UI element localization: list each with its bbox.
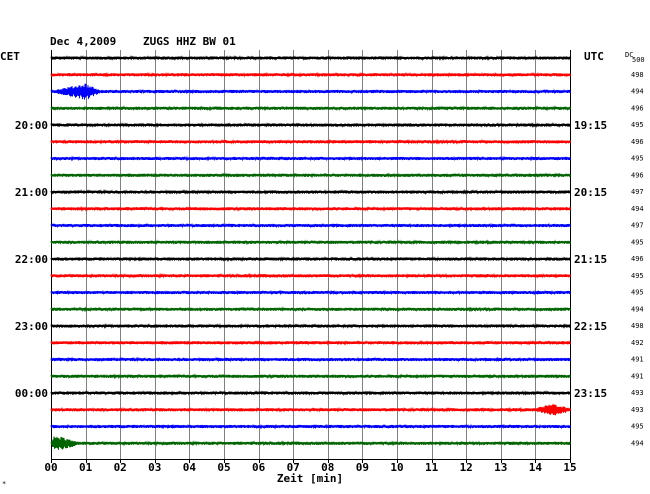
- left-hour-label: 20:00: [15, 119, 48, 132]
- trace-row-19: [50, 373, 571, 380]
- dc-offset-label: 495: [631, 272, 644, 280]
- dc-offset-label: 493: [631, 406, 644, 414]
- dc-offset-label: 492: [631, 339, 644, 347]
- x-tick-label: 15: [563, 461, 576, 474]
- trace-row-5: [50, 138, 571, 145]
- x-tick-label: 05: [217, 461, 230, 474]
- x-tick-label: 04: [183, 461, 197, 474]
- right-hour-label: 22:15: [574, 320, 607, 333]
- trace-row-11: [50, 239, 571, 246]
- left-hour-label: 21:00: [15, 186, 48, 199]
- dc-label-bottom: 500: [632, 56, 645, 64]
- x-tick-label: 07: [287, 461, 300, 474]
- right-timezone-label: UTC: [584, 50, 604, 63]
- trace-row-21: [50, 403, 571, 416]
- trace-row-2: [50, 83, 571, 100]
- trace-row-7: [50, 172, 571, 179]
- dc-label-top: DC: [625, 51, 633, 59]
- x-tick-labels: 00 01 02 03 04 05 06 07 08 09 10 11 12 13 14 15: [44, 461, 576, 474]
- left-hour-label: 22:00: [15, 253, 48, 266]
- right-hour-labels: 19:15 20:15 21:15 22:15 23:15: [574, 119, 607, 400]
- x-tick-label: 02: [114, 461, 127, 474]
- header-date: Dec 4,2009: [50, 35, 116, 48]
- dc-offset-label: 493: [631, 389, 644, 397]
- trace-row-13: [50, 272, 571, 279]
- trace-row-22: [50, 423, 571, 430]
- trace-row-6: [50, 155, 571, 162]
- dc-offset-label: 495: [631, 121, 644, 129]
- dc-offset-labels: 498 494 496 495 496 495 496 497 494 497 495 496 495 4…: [631, 71, 644, 448]
- dc-offset-label: 494: [631, 305, 644, 313]
- dc-offset-label: 491: [631, 356, 644, 364]
- left-timezone-label: CET: [0, 50, 20, 63]
- dc-offset-label: 495: [631, 289, 644, 297]
- left-hour-label: 23:00: [15, 320, 48, 333]
- right-hour-label: 23:15: [574, 387, 607, 400]
- x-tick-label: 14: [529, 461, 543, 474]
- x-tick-label: 09: [356, 461, 369, 474]
- trace-row-14: [50, 289, 571, 296]
- x-tick-label: 03: [148, 461, 161, 474]
- x-tick-label: 06: [252, 461, 266, 474]
- trace-row-9: [50, 205, 571, 212]
- dc-offset-label: 496: [631, 138, 644, 146]
- trace-row-18: [50, 356, 571, 363]
- header-station: ZUGS HHZ BW 01: [143, 35, 236, 48]
- right-hour-label: 19:15: [574, 119, 607, 132]
- x-tick-label: 10: [390, 461, 403, 474]
- trace-row-10: [50, 222, 571, 229]
- x-tick-label: 12: [460, 461, 473, 474]
- x-axis-label: Zeit [min]: [277, 472, 343, 485]
- left-hour-label: 00:00: [15, 387, 48, 400]
- right-hour-label: 20:15: [574, 186, 607, 199]
- dc-offset-label: 498: [631, 322, 644, 330]
- trace-row-20: [50, 389, 571, 397]
- dc-offset-label: 494: [631, 439, 644, 447]
- dc-offset-label: 496: [631, 104, 644, 112]
- trace-row-1: [50, 71, 571, 78]
- dc-offset-label: 495: [631, 238, 644, 246]
- dc-offset-label: 496: [631, 255, 644, 263]
- trace-row-12: [50, 255, 571, 263]
- dc-offset-label: 497: [631, 222, 644, 230]
- trace-row-0: [50, 54, 571, 61]
- x-tick-label: 13: [494, 461, 507, 474]
- trace-row-8: [50, 188, 571, 195]
- dc-offset-label: 495: [631, 155, 644, 163]
- x-tick-label: 01: [79, 461, 93, 474]
- traces: [50, 54, 571, 450]
- dc-offset-label: 497: [631, 188, 644, 196]
- x-tick-label: 08: [321, 461, 334, 474]
- trace-row-16: [50, 322, 571, 329]
- x-tick-label: 00: [44, 461, 57, 474]
- corner-mark: *: [2, 480, 6, 488]
- dc-offset-label: 498: [631, 71, 644, 79]
- trace-row-4: [50, 121, 571, 128]
- trace-row-17: [50, 339, 571, 346]
- dc-offset-label: 494: [631, 88, 644, 96]
- dc-offset-label: 495: [631, 423, 644, 431]
- trace-row-3: [50, 105, 571, 112]
- dc-offset-label: 494: [631, 205, 644, 213]
- dc-offset-label: 491: [631, 372, 644, 380]
- trace-row-15: [50, 306, 571, 313]
- x-tick-label: 11: [425, 461, 439, 474]
- left-hour-labels: 20:00 21:00 22:00 23:00 00:00: [15, 119, 48, 400]
- grid: [51, 50, 571, 463]
- right-hour-label: 21:15: [574, 253, 607, 266]
- dc-offset-label: 496: [631, 171, 644, 179]
- trace-row-23: [50, 436, 571, 450]
